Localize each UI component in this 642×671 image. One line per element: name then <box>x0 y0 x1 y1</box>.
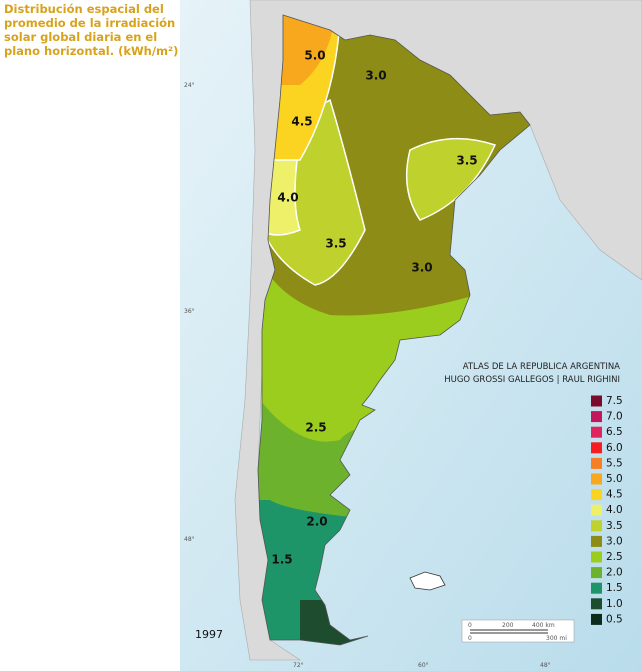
legend-swatch <box>591 613 602 625</box>
longitude-label: 60° <box>418 662 429 669</box>
scale-bar: 0 200 400 km 0 300 mi <box>461 619 575 643</box>
legend-label: 7.0 <box>606 411 623 423</box>
map-title: Distribución espacial del promedio de la… <box>4 2 179 58</box>
contour-label: 3.5 <box>456 154 477 168</box>
latitude-label: 48° <box>184 536 195 543</box>
scale-label: 0 <box>468 622 472 629</box>
legend-label: 5.5 <box>606 457 623 469</box>
islands <box>409 571 446 591</box>
legend-swatch <box>591 567 602 579</box>
legend-swatch <box>591 442 602 454</box>
map: 5.0 3.0 4.5 3.5 4.0 3.5 3.0 2.5 2.0 1.5 … <box>180 0 642 671</box>
legend-swatch <box>591 551 602 563</box>
contour-label: 5.0 <box>304 49 325 63</box>
latitude-label: 24° <box>184 82 195 89</box>
contour-label: 1.5 <box>271 553 292 567</box>
scale-label: 0 <box>468 635 472 642</box>
legend-swatch <box>591 426 602 438</box>
legend-swatch <box>591 411 602 423</box>
contour-label: 3.5 <box>325 237 346 251</box>
legend: 7.5 7.0 6.5 6.0 5.5 5.0 4.5 4.0 3.5 3.0 2.5 2.0 1.5 1… <box>591 395 623 625</box>
longitude-label: 48° <box>540 662 551 669</box>
legend-label: 6.5 <box>606 426 623 438</box>
contour-labels: 5.0 3.0 4.5 3.5 4.0 3.5 3.0 2.5 2.0 1.5 <box>271 49 477 567</box>
legend-label: 7.5 <box>606 395 623 407</box>
legend-label: 2.5 <box>606 551 623 563</box>
contour-label: 3.0 <box>411 261 432 275</box>
legend-swatch <box>591 489 602 501</box>
latitude-label: 36° <box>184 308 195 315</box>
contour-label: 4.5 <box>291 115 312 129</box>
legend-swatch <box>591 582 602 594</box>
legend-swatch <box>591 504 602 516</box>
legend-label: 2.0 <box>606 567 623 579</box>
legend-label: 5.0 <box>606 473 623 485</box>
legend-label: 1.0 <box>606 598 623 610</box>
contour-label: 2.5 <box>305 421 326 435</box>
contour-label: 4.0 <box>277 191 298 205</box>
legend-swatch <box>591 520 602 532</box>
legend-swatch <box>591 473 602 485</box>
legend-label: 3.5 <box>606 520 623 532</box>
scale-label: 300 mi <box>546 635 567 642</box>
legend-swatch <box>591 598 602 610</box>
scale-label: 400 km <box>532 622 555 629</box>
credit: ATLAS DE LA REPUBLICA ARGENTINA <box>463 362 620 372</box>
contour-label: 3.0 <box>365 69 386 83</box>
legend-label: 4.0 <box>606 504 623 516</box>
credit: HUGO GROSSI GALLEGOS | RAUL RIGHINI <box>444 375 620 385</box>
legend-swatch <box>591 395 602 407</box>
legend-label: 1.5 <box>606 582 623 594</box>
contour-label: 2.0 <box>306 515 327 529</box>
scale-label: 200 <box>502 622 514 629</box>
legend-swatch <box>591 535 602 547</box>
year: 1997 <box>195 628 223 641</box>
legend-label: 0.5 <box>606 613 623 625</box>
legend-label: 4.5 <box>606 489 623 501</box>
legend-label: 3.0 <box>606 535 623 547</box>
legend-swatch <box>591 457 602 469</box>
legend-label: 6.0 <box>606 442 623 454</box>
longitude-label: 72° <box>293 662 304 669</box>
